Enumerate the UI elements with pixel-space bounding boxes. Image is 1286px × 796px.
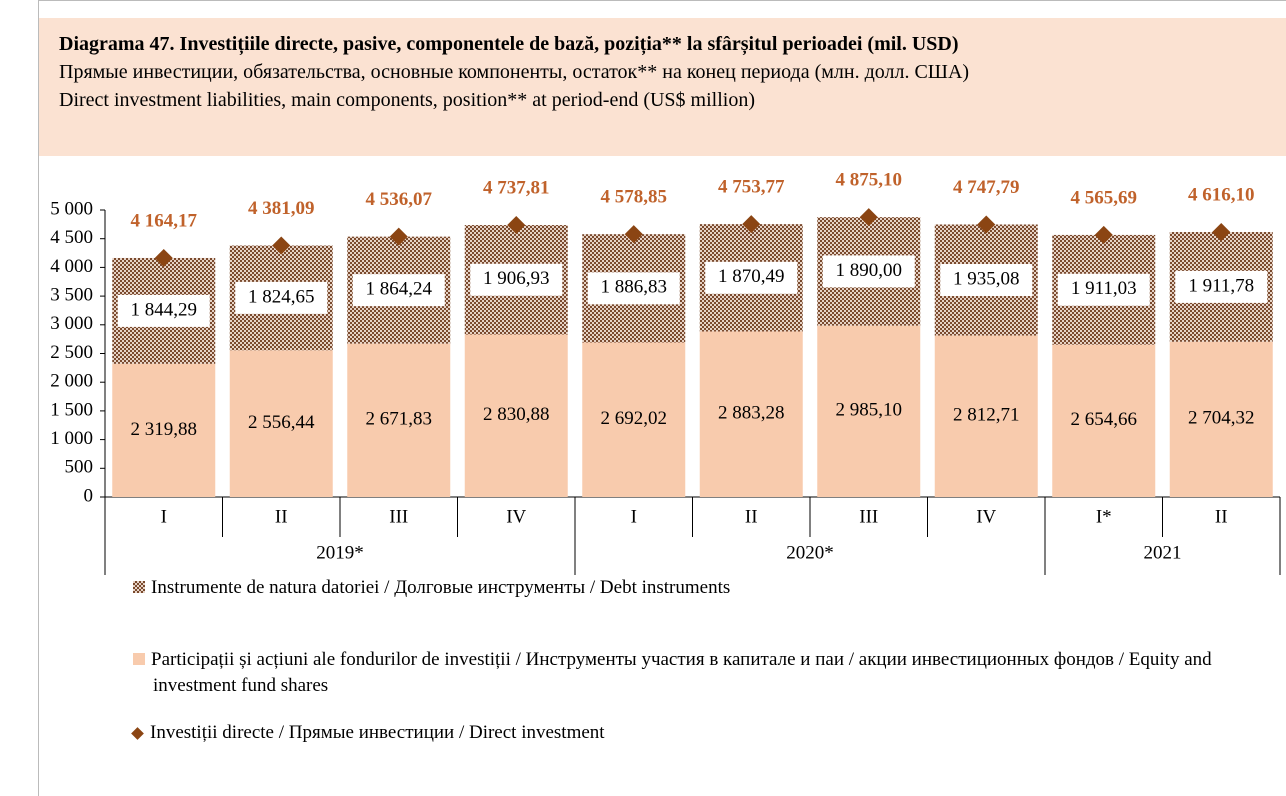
data-label: 1 935,08 [953, 268, 1020, 289]
total-label: 4 875,10 [836, 170, 903, 191]
x-tick-label: I [631, 506, 637, 527]
label-box [705, 261, 798, 294]
marker [859, 208, 878, 227]
group-label: 2020* [786, 542, 834, 563]
legend-marker [131, 727, 144, 740]
data-label: 2 830,88 [483, 404, 550, 425]
legend-entry: Investiții directe / Прямые инвестиции /… [131, 720, 1233, 746]
total-label: 4 536,07 [366, 189, 433, 210]
data-label: 2 985,10 [836, 400, 903, 421]
legend-marker [133, 581, 145, 593]
x-tick-label: IV [506, 506, 526, 527]
total-label: 4 578,85 [601, 187, 668, 208]
data-label: 1 911,03 [1071, 278, 1137, 299]
legend-entry: Participații și acțiuni ale fondurilor d… [133, 647, 1233, 699]
data-label: 1 890,00 [836, 260, 903, 281]
label-box [587, 272, 680, 305]
group-label: 2021 [1144, 542, 1182, 563]
data-label: 1 906,93 [483, 268, 550, 289]
label-box [235, 281, 328, 314]
bar [347, 343, 451, 497]
x-tick-label: III [389, 506, 408, 527]
y-tick-label: 4 000 [50, 256, 93, 277]
x-tick-label: II [1215, 506, 1228, 527]
bar [1169, 341, 1273, 497]
data-label: 1 844,29 [131, 299, 198, 320]
label-box [940, 264, 1033, 297]
data-label: 2 812,71 [953, 405, 1020, 426]
data-label: 1 886,83 [601, 277, 668, 298]
total-label: 4 616,10 [1188, 184, 1255, 205]
data-label: 2 704,32 [1188, 408, 1255, 429]
marker [272, 236, 291, 255]
total-label: 4 737,81 [483, 177, 550, 198]
marker [742, 215, 761, 234]
y-tick-label: 2 000 [50, 371, 93, 392]
label-box [1057, 273, 1150, 306]
legend-label: Investiții directe / Прямые инвестиции /… [150, 722, 605, 743]
data-label: 2 883,28 [718, 403, 785, 424]
data-label: 2 671,83 [366, 409, 433, 430]
chart-title: Diagrama 47. Investițiile directe, pasiv… [59, 33, 959, 55]
data-label: 1 911,78 [1188, 275, 1254, 296]
x-tick-label: I* [1096, 506, 1112, 527]
bar [582, 342, 686, 497]
label-box [117, 294, 210, 327]
x-tick-label: I [161, 506, 167, 527]
subtitle: Прямые инвестиции, обязательства, основн… [59, 61, 970, 83]
legend-label: Participații și acțiuni ale fondurilor d… [151, 649, 1212, 696]
legend-label: Instrumente de natura datoriei / Долговы… [151, 577, 731, 598]
data-label: 2 654,66 [1071, 409, 1138, 430]
frame [38, 0, 1286, 796]
total-label: 4 381,09 [248, 198, 315, 219]
marker [1212, 223, 1231, 242]
marker [1094, 225, 1113, 244]
marker [389, 227, 408, 246]
bar [229, 350, 333, 497]
label-box [470, 263, 563, 296]
bar [464, 334, 568, 497]
data-label: 1 870,49 [718, 266, 785, 287]
marker [154, 248, 173, 267]
y-tick-label: 500 [65, 457, 94, 478]
data-label: 2 556,44 [248, 412, 315, 433]
label-box [822, 255, 915, 288]
y-tick-label: 4 500 [50, 227, 93, 248]
x-tick-label: III [859, 506, 878, 527]
y-tick-label: 1 500 [50, 399, 93, 420]
group-label: 2019* [316, 542, 364, 563]
total-label: 4 565,69 [1071, 187, 1138, 208]
bar [699, 331, 803, 497]
header: Diagrama 47. Investițiile directe, pasiv… [39, 18, 1286, 156]
x-tick-label: II [745, 506, 758, 527]
y-tick-label: 3 000 [50, 313, 93, 334]
marker [977, 215, 996, 234]
y-tick-label: 3 500 [50, 284, 93, 305]
bar [934, 335, 1038, 497]
total-label: 4 747,79 [953, 177, 1020, 198]
legend-entry: Instrumente de natura datoriei / Долговы… [133, 575, 1233, 601]
label-box [352, 274, 445, 307]
subtitle: Direct investment liabilities, main comp… [59, 89, 755, 111]
total-label: 4 753,77 [718, 176, 785, 197]
bar [817, 325, 921, 497]
bar [112, 363, 216, 497]
y-tick-label: 1 000 [50, 428, 93, 449]
marker [507, 216, 526, 235]
data-label: 1 824,65 [248, 286, 315, 307]
marker [624, 225, 643, 244]
x-tick-label: IV [976, 506, 996, 527]
bar [1052, 344, 1156, 497]
x-tick-label: II [275, 506, 288, 527]
data-label: 1 864,24 [366, 278, 433, 299]
label-box [1175, 270, 1268, 303]
legend-marker [133, 653, 145, 665]
y-tick-label: 0 [84, 485, 94, 506]
y-tick-label: 2 500 [50, 342, 93, 363]
y-tick-label: 5 000 [50, 198, 93, 219]
total-label: 4 164,17 [131, 210, 198, 231]
data-label: 2 319,88 [131, 419, 198, 440]
data-label: 2 692,02 [601, 408, 668, 429]
